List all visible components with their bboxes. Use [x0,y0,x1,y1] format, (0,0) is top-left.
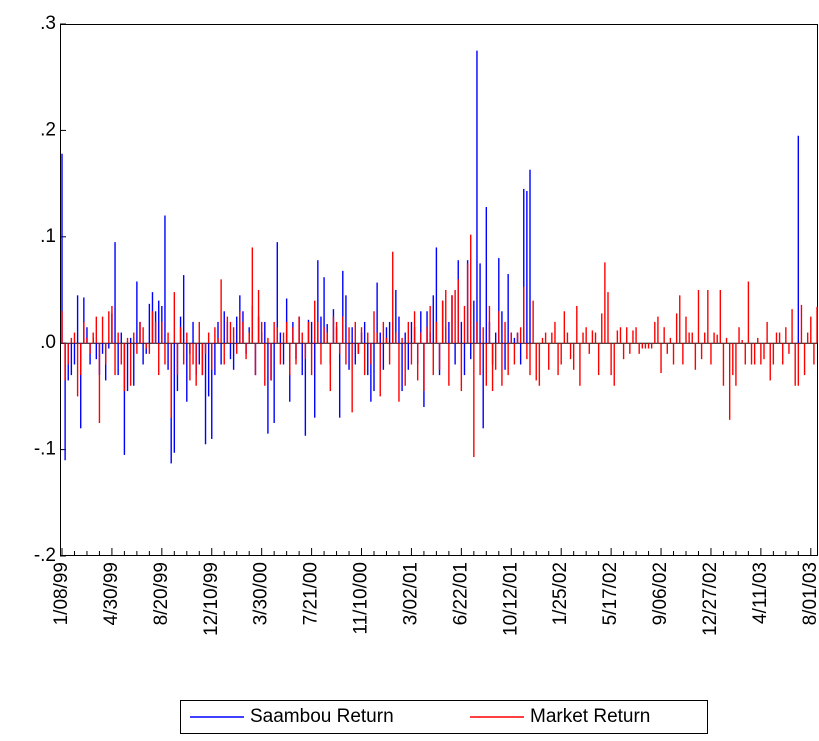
x-tick-label: 4/30/99 [101,562,122,625]
legend-label: Saambou Return [250,706,394,727]
x-tick-label: 11/10/00 [351,562,372,635]
x-tick-label: 12/10/99 [201,562,222,636]
x-tick-label: 8/01/03 [800,562,819,625]
y-tick-label: .2 [40,119,56,140]
x-tick-label: 12/27/02 [700,562,721,636]
legend-box [180,700,708,734]
x-tick-label: 4/11/03 [750,562,771,624]
x-tick-label: 8/20/99 [151,562,172,625]
y-tick-label: -.2 [34,545,56,566]
x-tick-label: 9/06/02 [650,562,671,625]
x-tick-label: 3/02/01 [400,562,421,625]
x-tick-label: 6/22/01 [450,562,471,625]
x-tick-label: 5/17/02 [600,562,621,625]
legend-label: Market Return [530,706,650,727]
x-tick-label: 1/08/99 [51,562,72,625]
x-tick-label: 1/25/02 [550,562,571,625]
x-tick-label: 7/21/00 [301,562,322,625]
x-tick-label: 3/30/00 [251,562,272,625]
y-tick-label: .1 [40,226,56,247]
y-tick-label: .0 [40,332,56,353]
plot-frame [60,24,818,556]
y-tick-label: -.1 [34,439,56,460]
y-tick-label: .3 [40,13,56,34]
x-tick-label: 10/12/01 [500,562,521,636]
